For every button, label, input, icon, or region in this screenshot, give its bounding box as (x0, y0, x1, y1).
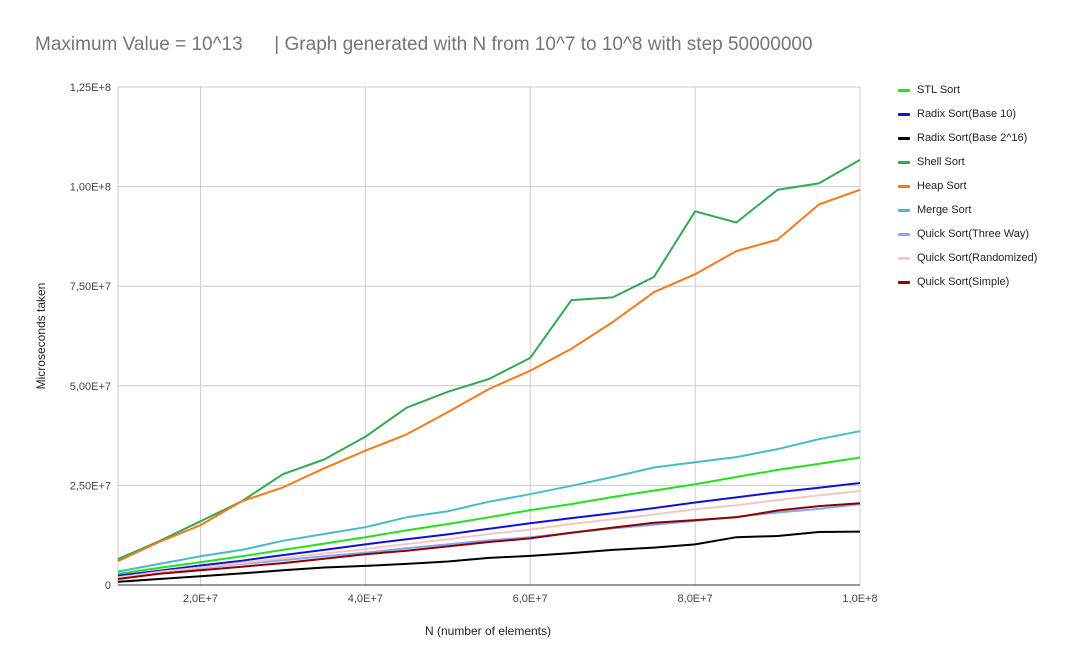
x-tick-label: 6,0E+7 (513, 593, 548, 605)
legend-swatch (898, 112, 910, 116)
legend-swatch (898, 280, 910, 284)
y-tick-label: 2,50E+7 (70, 480, 111, 492)
y-tick-label: 1,00E+8 (70, 182, 111, 194)
legend-label: Quick Sort(Three Way) (917, 228, 1030, 240)
series-line-merge-sort (117, 430, 861, 573)
series-line-stl-sort (117, 456, 861, 575)
legend-swatch (898, 232, 910, 236)
series-line-quick-sort-simple (117, 502, 861, 580)
axes: 0 2,50E+7 5,00E+7 7,50E+7 1,00E+8 1,25E+8 2,0E… (70, 82, 878, 605)
legend: STL Sort Radix Sort(Base 10) Radix Sort(Ba… (898, 78, 1037, 294)
y-tick-label: 7,50E+7 (70, 281, 111, 293)
legend-item-stl-sort: STL Sort (898, 78, 1037, 102)
y-axis-title: Microseconds taken (34, 283, 48, 390)
x-tick-label: 8,0E+7 (678, 593, 713, 605)
legend-item-shell-sort: Shell Sort (898, 150, 1037, 174)
legend-swatch (898, 160, 910, 164)
legend-label: Quick Sort(Simple) (917, 276, 1010, 288)
legend-label: Merge Sort (917, 204, 972, 216)
legend-item-radix-sort-base-2-16: Radix Sort(Base 2^16) (898, 126, 1037, 150)
series-line-radix-sort-base-10 (117, 482, 861, 577)
series-lines (117, 159, 861, 583)
legend-item-quick-sort-three-way: Quick Sort(Three Way) (898, 222, 1037, 246)
x-tick-label: 1,0E+8 (842, 593, 877, 605)
legend-label: Radix Sort(Base 10) (917, 108, 1017, 120)
series-line-radix-sort-base-2-16 (117, 530, 861, 583)
legend-item-quick-sort-simple: Quick Sort(Simple) (898, 270, 1037, 294)
legend-label: Heap Sort (917, 180, 967, 192)
y-tick-label: 1,25E+8 (70, 82, 111, 94)
legend-swatch (898, 136, 910, 140)
series-line-quick-sort-randomized (117, 490, 861, 579)
legend-label: STL Sort (917, 84, 960, 96)
legend-swatch (898, 208, 910, 212)
legend-label: Shell Sort (917, 156, 965, 168)
legend-item-quick-sort-randomized: Quick Sort(Randomized) (898, 246, 1037, 270)
legend-item-heap-sort: Heap Sort (898, 174, 1037, 198)
series-line-shell-sort (117, 159, 861, 561)
series-line-heap-sort (117, 188, 861, 563)
legend-item-merge-sort: Merge Sort (898, 198, 1037, 222)
y-tick-label: 0 (105, 580, 111, 592)
legend-label: Quick Sort(Randomized) (917, 252, 1038, 264)
legend-swatch (898, 256, 910, 260)
legend-swatch (898, 184, 910, 188)
legend-item-radix-sort-base-10: Radix Sort(Base 10) (898, 102, 1037, 126)
x-tick-label: 2,0E+7 (183, 593, 218, 605)
gridlines (117, 86, 861, 586)
x-tick-label: 4,0E+7 (348, 593, 383, 605)
legend-swatch (898, 88, 910, 92)
legend-label: Radix Sort(Base 2^16) (917, 132, 1028, 144)
y-tick-label: 5,00E+7 (70, 381, 111, 393)
x-axis-title: N (number of elements) (425, 624, 551, 638)
chart-title: Maximum Value = 10^13 | Graph generated … (35, 34, 813, 55)
